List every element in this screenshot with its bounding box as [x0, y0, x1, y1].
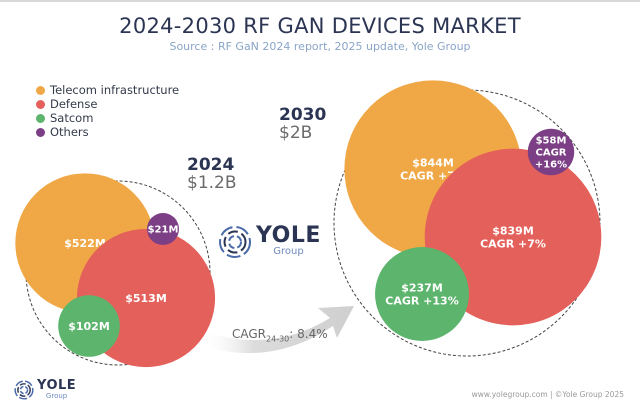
legend-label: Satcom: [50, 111, 94, 125]
bubble-2030-defense: [424, 148, 602, 326]
legend-label: Others: [50, 125, 89, 139]
legend: Telecom infrastructure Defense Satcom Ot…: [36, 83, 179, 139]
footer-copyright: www.yolegroup.com | ©Yole Group 2025: [471, 390, 624, 399]
cagr-value: : 8.4%: [289, 327, 328, 341]
yole-swirl-icon: [14, 380, 34, 400]
legend-item-others: Others: [36, 125, 179, 139]
yole-logo: YOLE Group: [218, 225, 321, 259]
year-2030: 2030: [279, 105, 327, 125]
bubble-value-label: $522M: [64, 237, 106, 250]
legend-dot: [36, 113, 45, 123]
bubble-value-label: $839M: [492, 224, 534, 237]
bubble-2030-satcom: [375, 247, 469, 341]
bubble-value-label: $237M: [401, 281, 443, 294]
logo-wordmark: YOLE: [256, 223, 321, 248]
bubble-value-label: $58M: [536, 136, 567, 147]
legend-dot: [36, 99, 45, 109]
bubble-value-label: $513M: [125, 292, 167, 305]
legend-label: Defense: [50, 97, 98, 111]
legend-item-defense: Defense: [36, 97, 179, 111]
chart-subtitle: Source : RF GaN 2024 report, 2025 update…: [169, 40, 471, 53]
bubble-value-label: $102M: [68, 320, 110, 333]
bubble-2024-others: [147, 213, 179, 245]
legend-dot: [36, 127, 45, 137]
growth-arrow: [200, 306, 354, 354]
group-2024-header: 2024 $1.2B: [187, 156, 237, 193]
total-2030: $2B: [279, 123, 313, 143]
top-border: [0, 0, 640, 2]
chart-title: 2024-2030 RF GAN DEVICES MARKET: [119, 14, 521, 38]
total-2024: $1.2B: [187, 173, 237, 193]
bubble-2024-satcom: [58, 295, 120, 357]
bubble-value-label: $844M: [412, 156, 454, 169]
yole-logo-footer: YOLE Group: [14, 378, 77, 400]
bubble-2030-others: [527, 128, 575, 176]
legend-dot: [36, 85, 45, 95]
bubble-value-label: $21M: [148, 225, 179, 236]
logo-wordmark: YOLE: [37, 378, 77, 393]
legend-item-satcom: Satcom: [36, 111, 179, 125]
legend-item-telecom: Telecom infrastructure: [36, 83, 179, 97]
group-2030-header: 2030 $2B: [279, 106, 326, 143]
bubble-cagr-label: CAGR: [536, 148, 567, 159]
yole-swirl-icon: [219, 226, 251, 258]
logo-subtext: Group: [45, 392, 68, 400]
logo-subtext: Group: [273, 246, 304, 257]
year-2024: 2024: [187, 155, 235, 175]
legend-label: Telecom infrastructure: [50, 83, 180, 97]
cagr-subscript: 24-30: [266, 334, 290, 344]
bubble-cagr-label: CAGR +7%: [480, 237, 546, 250]
cagr-label: CAGR24-30: 8.4%: [232, 327, 328, 343]
bubble-cagr-label: +16%: [535, 160, 567, 171]
cagr-text: CAGR: [232, 327, 267, 341]
bubble-cagr-label: CAGR +13%: [385, 294, 458, 307]
